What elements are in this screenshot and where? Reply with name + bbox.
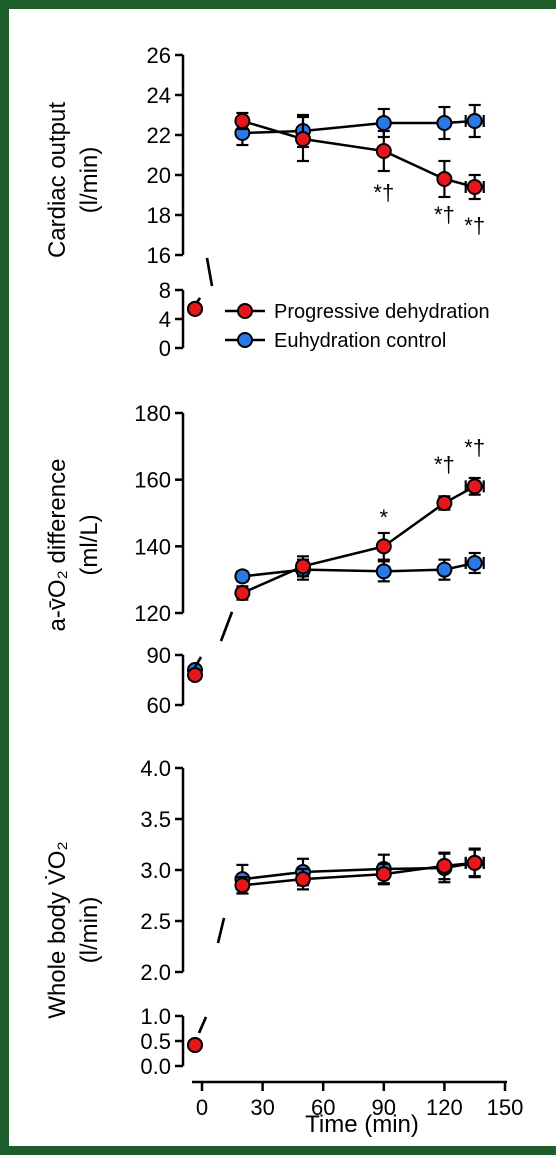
- significance-annotation: *†: [434, 452, 455, 477]
- x-tick-label: 150: [487, 1095, 524, 1120]
- data-point-control: [466, 555, 483, 571]
- legend: Progressive dehydration Euhydration cont…: [225, 301, 490, 352]
- legend-label-control: Euhydration control: [274, 330, 446, 352]
- data-point-dehydration: [187, 300, 203, 317]
- data-point-dehydration: [187, 667, 203, 683]
- y-tick-label-upper: 24: [147, 83, 171, 108]
- y-tick-label-upper: 160: [134, 468, 171, 493]
- axis-break-stub-dehydration: [197, 1016, 208, 1034]
- significance-annotation: *: [380, 505, 389, 530]
- significance-annotation: *†: [434, 202, 455, 227]
- significance-annotation: *†: [464, 435, 485, 460]
- x-tick-label: 60: [311, 1095, 335, 1120]
- data-point-dehydration: [187, 1037, 203, 1053]
- data-point-dehydration: [375, 143, 392, 159]
- y-axis-label: Cardiac output (l/min): [44, 102, 103, 258]
- y-tick-label-upper: 4.0: [140, 756, 171, 781]
- data-point-dehydration: [466, 478, 483, 495]
- y-tick-label-upper: 140: [134, 534, 171, 559]
- data-point-control: [234, 568, 251, 585]
- y-tick-label-upper: 180: [134, 401, 171, 426]
- y-tick-label-upper: 16: [147, 243, 171, 268]
- data-point-dehydration: [436, 171, 453, 187]
- data-point-dehydration: [375, 538, 392, 555]
- y-tick-label-upper: 26: [147, 43, 171, 68]
- panel-vo2: 2.0 2.5 3.0 3.5 4.0 0.00.51.0 Whole body V̇O₂(…: [43, 756, 485, 1079]
- legend-marker-dehydration: [237, 303, 253, 319]
- y-tick-label-upper: 120: [134, 601, 171, 626]
- axis-break-line-dehydration: [219, 611, 234, 642]
- data-point-dehydration: [295, 558, 311, 575]
- y-tick-label-upper: 3.5: [140, 807, 171, 832]
- axis-break-line-dehydration: [216, 917, 226, 944]
- y-tick-label-lower: 1.0: [140, 1004, 171, 1029]
- data-point-dehydration: [295, 131, 311, 147]
- y-tick-label-upper: 22: [147, 123, 171, 148]
- data-point-dehydration: [234, 585, 251, 601]
- data-point-control: [436, 115, 453, 131]
- x-tick-label: 120: [426, 1095, 463, 1120]
- y-tick-label-upper: 20: [147, 163, 171, 188]
- legend-label-dehydration: Progressive dehydration: [274, 301, 490, 323]
- panel-avo2: 120 140 160 180 60 90 a-v̄O₂ difference (ml/L) *…: [44, 401, 485, 718]
- significance-annotation: *†: [464, 213, 485, 238]
- legend-marker-control: [237, 332, 253, 348]
- y-tick-label-upper: 2.0: [140, 960, 171, 985]
- data-point-dehydration: [436, 857, 453, 874]
- y-tick-label-lower: 60: [147, 693, 171, 718]
- x-tick-label: 30: [250, 1095, 274, 1120]
- y-tick-label-upper: 2.5: [140, 909, 171, 934]
- data-point-dehydration: [466, 854, 483, 871]
- y-tick-label-upper: 18: [147, 203, 171, 228]
- y-tick-label-lower: 0: [159, 336, 171, 361]
- data-point-dehydration: [375, 866, 392, 883]
- y-tick-label-lower: 4: [159, 307, 171, 332]
- panel-cardiac: 16 18 20 22 24 26 0 4 8 Cardiac output (l/min) *† *†…: [44, 43, 485, 361]
- y-tick-label-upper: 3.0: [140, 858, 171, 883]
- y-axis-label: a-v̄O₂ difference (ml/L): [44, 459, 103, 632]
- data-point-dehydration: [295, 871, 311, 888]
- x-axis: 0 30 60 90 120 150: [192, 1080, 524, 1120]
- axis-break-line-dehydration: [205, 257, 214, 287]
- x-tick-label: 0: [196, 1095, 208, 1120]
- chart-panels: 16 18 20 22 24 26 0 4 8 Cardiac output (l/min) *† *†…: [43, 43, 485, 1079]
- y-tick-label-lower: 0.5: [140, 1029, 171, 1054]
- significance-annotation: *†: [373, 180, 394, 205]
- data-point-control: [375, 563, 392, 580]
- x-axis-label: Time (min): [305, 1111, 419, 1138]
- data-point-dehydration: [234, 877, 251, 894]
- y-tick-label-lower: 90: [147, 643, 171, 668]
- data-point-control: [436, 561, 453, 578]
- x-tick-label: 90: [372, 1095, 396, 1120]
- y-tick-label-lower: 0.0: [140, 1054, 171, 1079]
- y-axis-label: Whole body V̇O₂ (l/min): [43, 841, 103, 1018]
- data-point-control: [375, 115, 392, 131]
- data-point-dehydration: [436, 495, 453, 511]
- y-tick-label-lower: 8: [159, 278, 171, 303]
- data-point-dehydration: [234, 113, 251, 129]
- data-point-control: [466, 113, 483, 129]
- data-point-dehydration: [466, 179, 483, 195]
